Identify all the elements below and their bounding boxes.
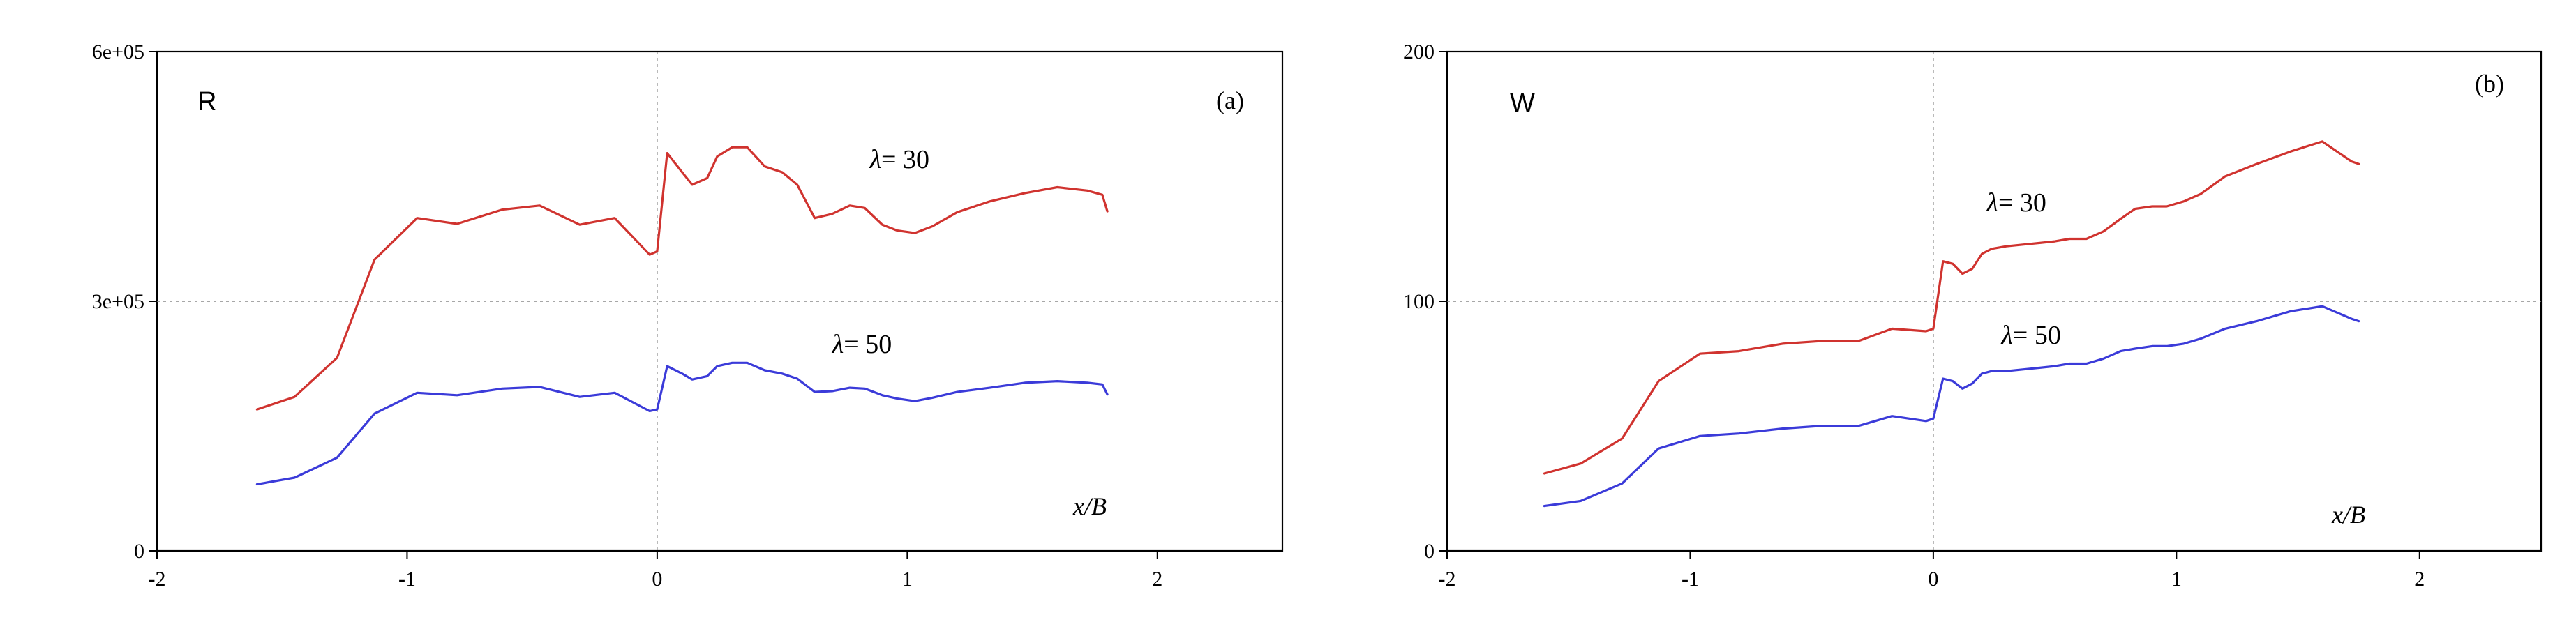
chart1-x-tick-label: -2 (1439, 568, 1456, 591)
chart0-y-tick-label: 0 (134, 540, 144, 563)
chart1-y-tick-label: 200 (1403, 40, 1435, 63)
chart0-panel-tag: (a) (1216, 86, 1244, 114)
lambda-symbol: λ (2000, 321, 2012, 350)
chart1-y-tick-label: 100 (1403, 290, 1435, 313)
chart0-x-tick-label: 1 (902, 568, 913, 591)
chart1-x-tick-label: 2 (2414, 568, 2425, 591)
chart1-series-line-lambda-50 (1543, 305, 2360, 508)
chart0-x-tick-label: 0 (652, 568, 662, 591)
chart0-series-label-lambda-50: λ= 50 (832, 330, 892, 359)
chart0-x-axis-label: x/B (1072, 492, 1107, 520)
chart0-series-label-lambda-30: λ= 30 (869, 145, 929, 174)
series-label-value: = 50 (2013, 321, 2061, 350)
chart1-x-tick-label: -1 (1682, 568, 1699, 591)
chart1-x-tick-label: 0 (1928, 568, 1938, 591)
chart0-panel-letter: R (197, 87, 216, 116)
chart1-x-axis-label: x/B (2331, 501, 2365, 529)
lambda-symbol: λ (832, 330, 844, 359)
chart0-x-tick-label: -1 (398, 568, 416, 591)
series-label-value: = 30 (881, 145, 929, 174)
chart1-y-tick-label: 0 (1424, 540, 1435, 563)
chart1-panel-tag: (b) (2475, 70, 2504, 98)
lambda-symbol: λ (869, 145, 881, 174)
chart1-series-label-lambda-30: λ= 30 (1986, 188, 2046, 218)
chart0-x-tick-label: 2 (1152, 568, 1162, 591)
series-label-value: = 30 (1998, 188, 2046, 218)
series-label-value: = 50 (844, 330, 892, 359)
chart1-panel-letter: W (1510, 89, 1535, 118)
chart0-series-line-lambda-50 (255, 361, 1109, 486)
chart1-series-line-lambda-30 (1543, 140, 2360, 475)
chart1-series-label-lambda-50: λ= 50 (2000, 321, 2060, 350)
lambda-symbol: λ (1986, 188, 1998, 218)
chart0-x-tick-label: -2 (149, 568, 166, 591)
chart0-y-tick-label: 6e+05 (92, 40, 144, 63)
chart1-x-tick-label: 1 (2171, 568, 2182, 591)
chart0-y-tick-label: 3e+05 (92, 290, 144, 313)
chart0-series-line-lambda-30 (255, 146, 1109, 411)
